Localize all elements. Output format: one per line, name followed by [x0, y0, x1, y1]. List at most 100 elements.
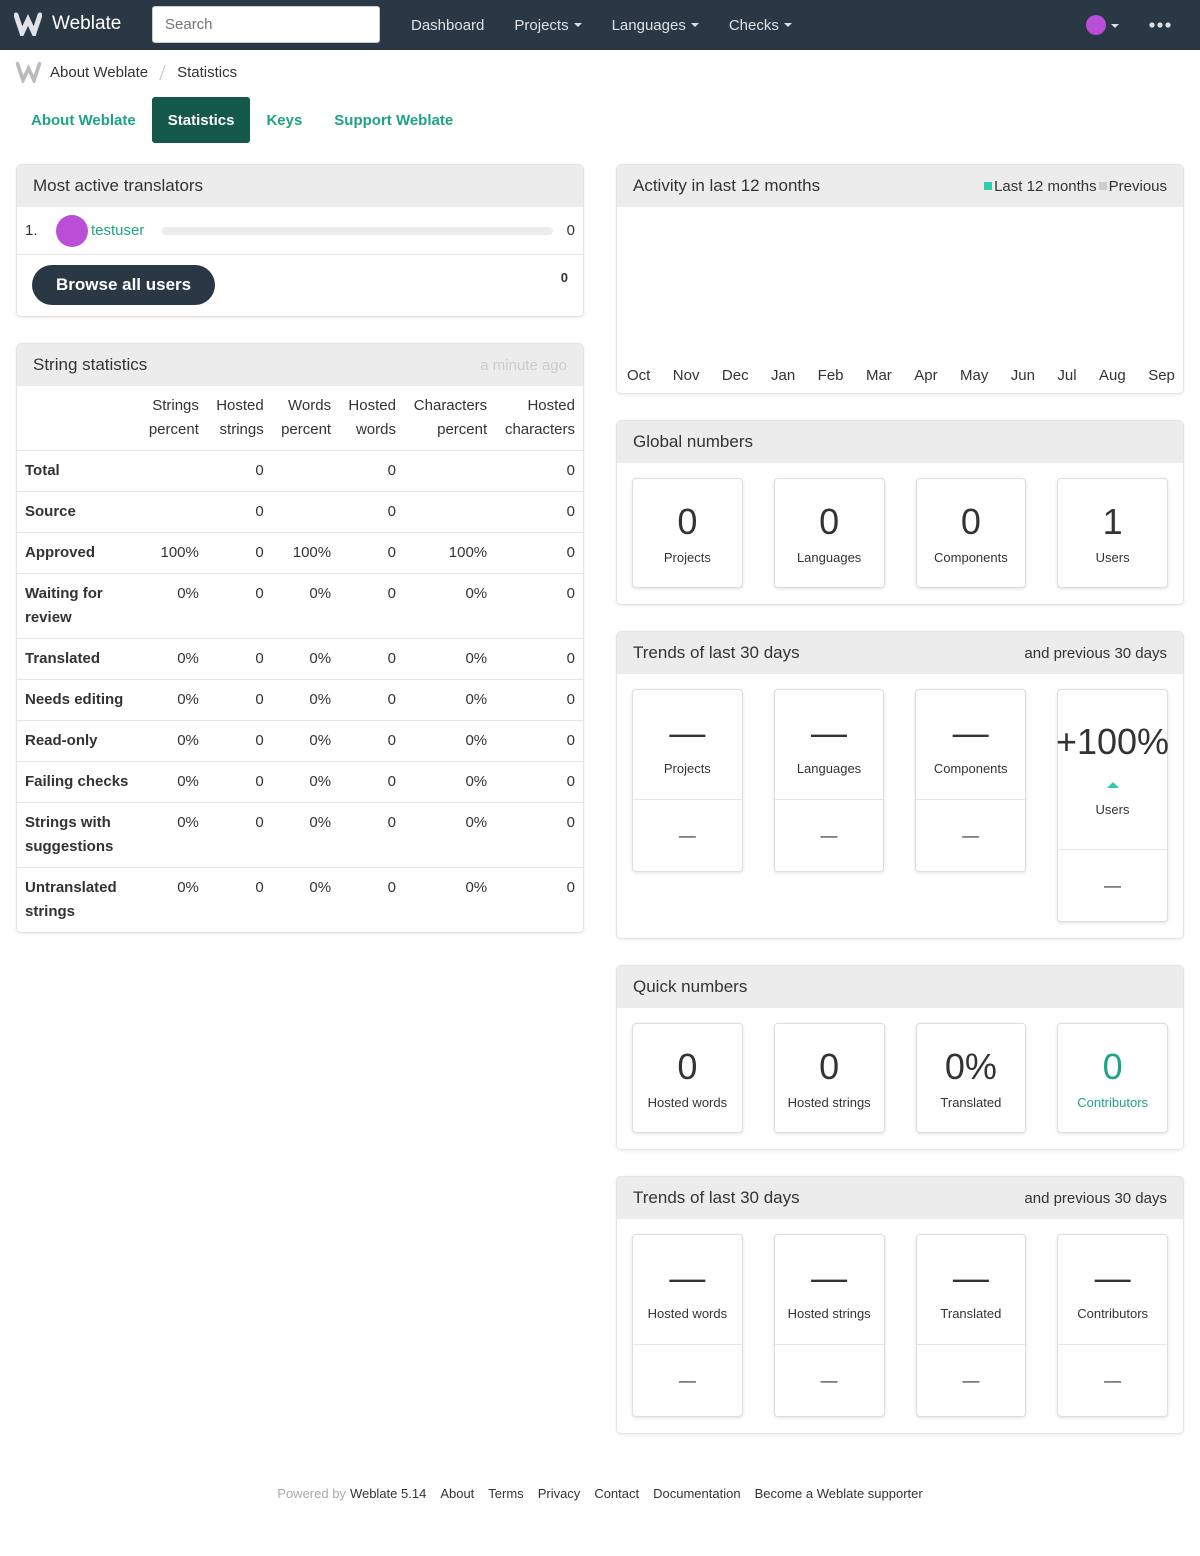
corner	[17, 386, 139, 451]
brand-name[interactable]: Weblate	[52, 13, 122, 34]
panel-title: Trends of last 30 days	[633, 643, 800, 662]
footer-link[interactable]: Terms	[488, 1486, 524, 1501]
panel: Trends of last 30 days and previous 30 da…	[616, 1176, 1184, 1434]
cell	[139, 450, 207, 492]
panel-heading: Most active translators	[17, 165, 583, 207]
trend-current: — Languages	[775, 690, 884, 799]
cell: 0%	[403, 638, 496, 680]
footer-link[interactable]: Become a Weblate supporter	[754, 1486, 923, 1501]
avatar	[56, 214, 88, 247]
browse-users-button[interactable]: Browse all users	[32, 265, 216, 305]
cell: 0%	[271, 720, 340, 762]
cell: 0%	[271, 573, 340, 639]
row-label: Untranslated strings	[17, 867, 140, 932]
menu-label[interactable]: Languages	[611, 16, 686, 34]
translators-footer: Browse all users 0	[17, 255, 583, 316]
tab[interactable]: Statistics	[151, 97, 251, 143]
panel-heading: Trends of last 30 days and previous 30 da…	[617, 1177, 1183, 1219]
menu-label[interactable]: Checks	[728, 16, 779, 34]
trend-current: — Hosted strings	[775, 1235, 884, 1344]
brand[interactable]: Weblate	[14, 12, 121, 36]
panel-heading: Activity in last 12 months Last 12 months…	[617, 165, 1183, 207]
trend-current: — Hosted words	[633, 1235, 742, 1344]
row-label: Approved	[17, 532, 140, 574]
menu-label[interactable]: Projects	[514, 16, 569, 34]
menu-item[interactable]: Checks	[714, 17, 807, 34]
cell: 0	[206, 532, 272, 574]
footer-link[interactable]: About	[440, 1486, 475, 1501]
caret	[690, 23, 699, 27]
menu-item[interactable]: Dashboard	[396, 17, 499, 34]
version-link[interactable]: Weblate 5.14	[349, 1486, 427, 1501]
cell: 0	[206, 450, 272, 492]
stat-label: Contributors	[1077, 1094, 1149, 1110]
cell: 0%	[271, 867, 340, 932]
panel-heading: Global numbers	[617, 421, 1183, 463]
logo	[14, 12, 42, 36]
row-label: Read-only	[17, 720, 140, 762]
breadcrumb: About Weblate Statistics	[0, 54, 1200, 90]
trend-card: — Contributors —	[1057, 1234, 1168, 1417]
trend-card: +100% Users —	[1056, 689, 1169, 922]
stat-value: 0	[819, 500, 840, 542]
search-input[interactable]	[152, 6, 380, 43]
footer-link[interactable]: Contact	[594, 1486, 640, 1501]
panel: Global numbers 0 Projects 0 Languages 0 Compon…	[616, 420, 1184, 605]
trend-arrow	[1106, 782, 1119, 788]
right-column: Activity in last 12 months Last 12 months…	[616, 164, 1184, 1460]
row-label: Waiting for review	[17, 573, 140, 639]
menu: Dashboard Projects Languages Checks	[396, 0, 807, 50]
table-row: Untranslated strings 0% 0 0% 0 0% 0	[17, 867, 583, 932]
month-label: Sep	[1148, 366, 1175, 384]
legend-label: Previous	[1108, 177, 1167, 195]
cell: 0%	[271, 802, 340, 868]
tab[interactable]: Support Weblate	[334, 111, 454, 129]
user-link[interactable]: testuser	[91, 222, 145, 239]
table-row: Translated 0% 0 0% 0 0% 0	[17, 638, 583, 680]
footer-link[interactable]: Privacy	[537, 1486, 581, 1501]
table-row: Source 0 0 0	[17, 491, 583, 533]
cell: 0	[206, 679, 272, 721]
month-label: Mar	[865, 366, 892, 384]
cell: 0	[495, 802, 583, 868]
menu-item[interactable]: Projects	[499, 17, 596, 34]
row-label: Failing checks	[17, 761, 140, 803]
user-menu[interactable]	[1085, 14, 1121, 36]
row-label: Source	[17, 491, 140, 533]
month-label: Apr	[914, 366, 938, 384]
cell: 0%	[139, 802, 207, 868]
more-menu[interactable]	[1148, 20, 1172, 30]
caret	[783, 23, 792, 27]
trend-card: — Hosted words —	[632, 1234, 743, 1417]
trend-value: —	[669, 712, 706, 753]
menu-label[interactable]: Dashboard	[411, 16, 485, 34]
trend-value: —	[811, 1257, 848, 1298]
trend-previous: —	[916, 799, 1026, 871]
stat-card[interactable]: 0 Contributors	[1057, 1023, 1168, 1133]
trend-card: — Languages —	[773, 689, 885, 872]
panel-subtitle: and previous 30 days	[1024, 1189, 1167, 1207]
tab[interactable]: Keys	[266, 111, 303, 129]
translator-row: 1. testuser 0	[17, 207, 583, 255]
cell: 0%	[139, 867, 207, 932]
trend-label: Languages	[796, 761, 862, 776]
panel-title: Global numbers	[633, 432, 754, 451]
cell: 0%	[403, 573, 496, 639]
caret	[573, 23, 582, 27]
trend-previous: —	[916, 1344, 1026, 1416]
tab[interactable]: About Weblate	[31, 111, 136, 129]
header-row: Strings percent Hosted strings Words perce…	[17, 386, 583, 451]
table-row: Read-only 0% 0 0% 0 0% 0	[17, 720, 583, 762]
month-label: Oct	[627, 366, 651, 384]
trend-label: Components	[933, 761, 1008, 776]
cell: 0	[495, 573, 583, 639]
cards: 0 Projects 0 Languages 0 Components 1 Users	[617, 463, 1183, 604]
cell	[403, 491, 496, 533]
cell: 0%	[139, 761, 207, 803]
footer-link[interactable]: Documentation	[653, 1486, 741, 1501]
breadcrumb-item[interactable]: About Weblate	[50, 63, 149, 81]
row-label: Strings with suggestions	[17, 802, 140, 868]
menu-item[interactable]: Languages	[597, 17, 714, 34]
